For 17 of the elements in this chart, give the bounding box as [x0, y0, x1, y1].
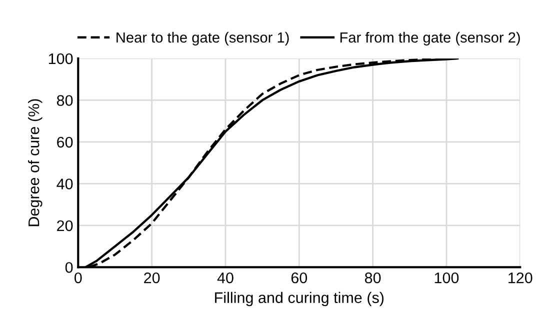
x-tick-label: 120 [508, 272, 532, 284]
y-tick-label: 20 [57, 220, 73, 232]
x-tick-label: 60 [291, 272, 308, 284]
x-tick-label: 100 [434, 272, 459, 284]
legend-label: Far from the gate (sensor 2) [340, 32, 520, 46]
x-tick-label: 0 [74, 272, 82, 284]
legend-label: Near to the gate (sensor 1) [116, 32, 289, 46]
y-axis-title: Degree of cure (%) [28, 99, 42, 226]
x-tick-label: 80 [364, 272, 381, 284]
x-axis-title: Filling and curing time (s) [215, 292, 384, 306]
y-tick-label: 60 [57, 136, 73, 148]
y-tick-label: 80 [56, 95, 73, 106]
x-tick-label: 40 [217, 272, 234, 284]
x-tick-label: 20 [144, 272, 160, 284]
y-tick-label: 40 [56, 178, 73, 190]
y-tick-label: 100 [48, 53, 73, 64]
y-tick-label: 0 [65, 262, 73, 273]
